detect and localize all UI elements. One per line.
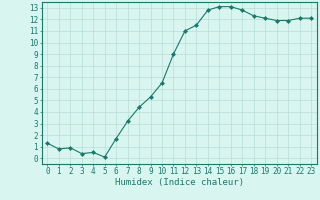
X-axis label: Humidex (Indice chaleur): Humidex (Indice chaleur): [115, 178, 244, 187]
